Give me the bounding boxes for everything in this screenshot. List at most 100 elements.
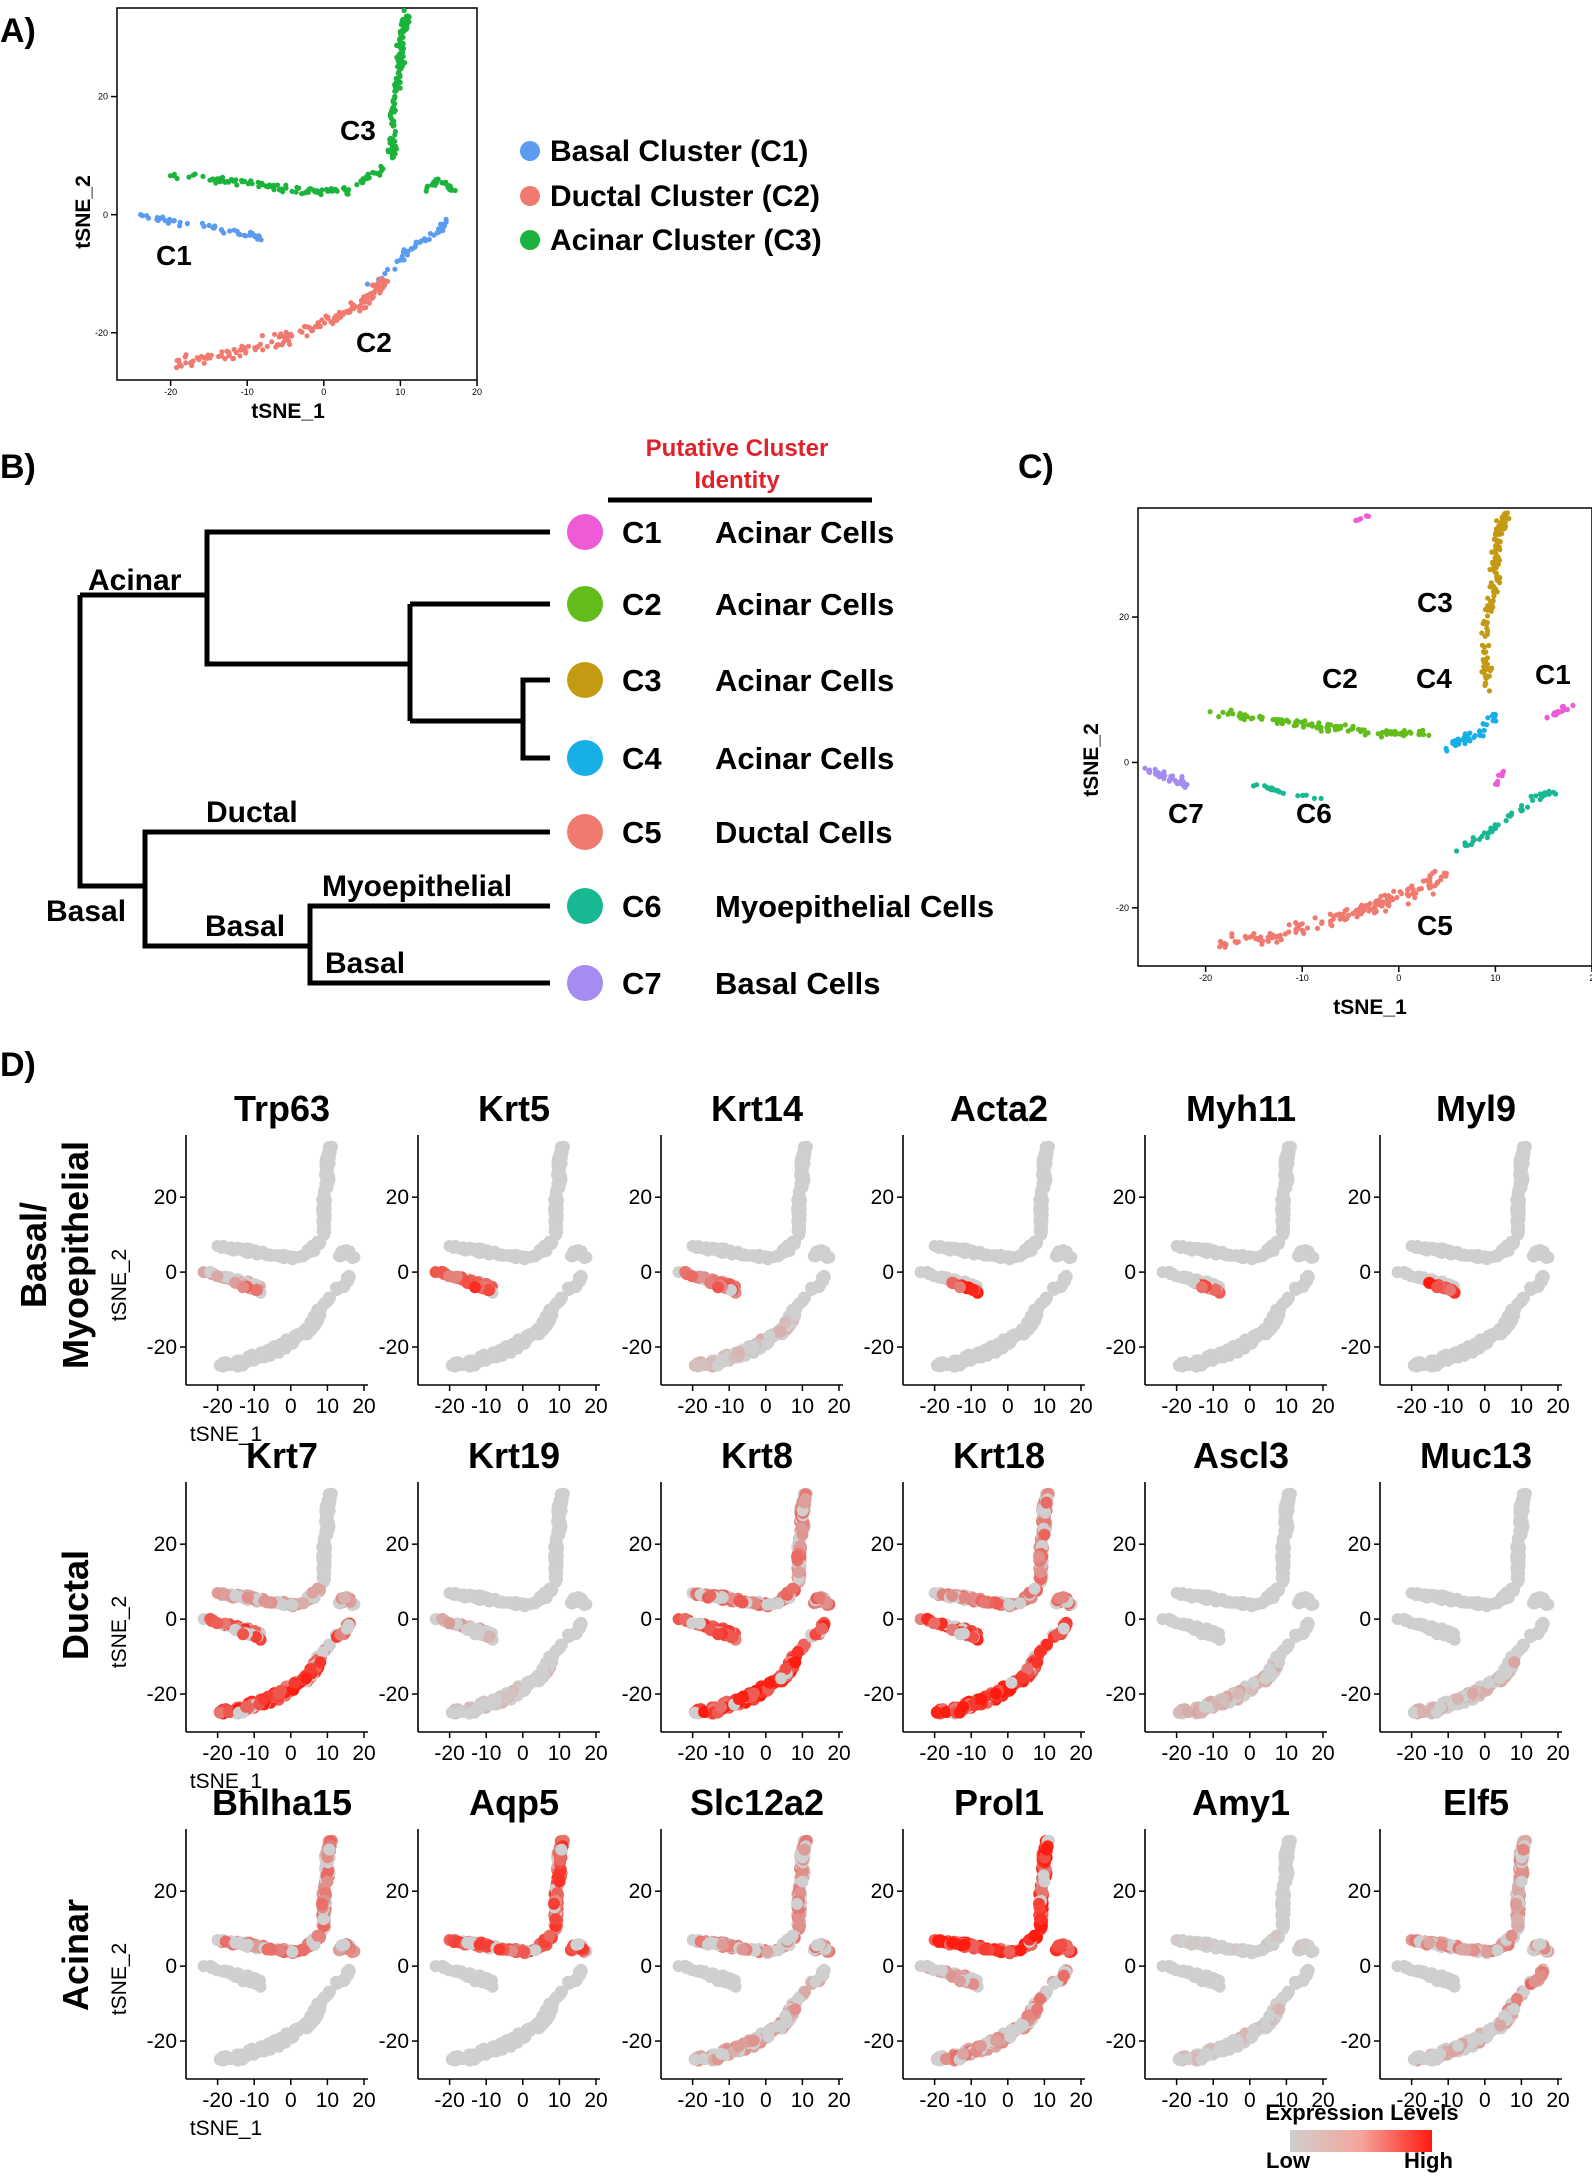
point-c3 [1486,688,1492,694]
cell-point [712,1281,724,1294]
point-basal [382,271,388,277]
panel-c-cluster-label-c1: C1 [1535,659,1571,690]
cell-point [958,1244,971,1257]
point-c6 [1486,829,1493,835]
point-ductal [381,283,387,289]
point-c5 [1222,944,1228,950]
point-c1 [1358,516,1364,522]
panel-c-cluster-label-c4: C4 [1416,663,1452,694]
cell-point [518,1251,531,1264]
point-c2 [1316,720,1322,726]
cell-point [1220,1249,1233,1262]
cell-point [1280,1181,1293,1194]
point-c2 [1301,723,1307,729]
point-c5 [1372,899,1378,905]
point-c2 [1302,718,1308,724]
point-basal [234,228,240,234]
point-c2 [1259,716,1265,722]
point-c5 [1314,925,1320,932]
cell-point [543,1582,556,1595]
point-c3 [1490,583,1497,589]
point-c2 [1318,724,1324,730]
point-c5 [1354,914,1360,920]
point-c4 [1467,730,1473,736]
cell-point [520,1676,533,1689]
branch-label-ductal: Ductal [206,796,298,829]
cell-point [1028,1235,1041,1248]
feature-plot-title: Acta2 [950,1088,1048,1129]
point-c2 [1333,723,1339,730]
panel-a-ytick-label: -20 [95,328,108,338]
point-c6 [1476,836,1482,843]
point-c4 [1454,739,1460,746]
feature-plot-xlabel: tSNE_1 [190,1423,262,1446]
point-ductal [361,294,367,300]
point-ductal [231,355,237,362]
point-c6 [1528,793,1534,799]
point-c3 [1482,633,1488,639]
cell-point [504,1687,517,1700]
panel-c-xtick-label: 10 [1490,973,1500,983]
feature-plot-xtick-label: -20 [434,1742,464,1765]
point-c5 [1432,868,1438,875]
point-acinar [392,93,398,99]
point-acinar [370,169,376,176]
point-c4 [1467,738,1473,744]
cell-point [1491,1250,1504,1263]
cell-point [261,1596,274,1609]
point-ductal [216,353,222,360]
cell-point [257,1346,270,1358]
cluster-dot-c3 [567,662,603,698]
point-acinar [192,171,198,177]
point-acinar [200,173,206,179]
point-c6 [1311,795,1317,802]
point-c6 [1277,789,1283,795]
point-c7 [1146,767,1153,773]
cell-point [321,1528,334,1541]
cell-point [989,1340,1002,1353]
cell-point [518,1598,531,1611]
point-ductal [361,305,367,311]
point-ductal [183,360,189,366]
point-c2 [1293,722,1299,728]
point-c2 [1216,714,1222,720]
cell-point [504,1340,517,1353]
point-ductal [366,300,372,306]
point-ductal [304,333,310,339]
point-c3 [1489,665,1495,671]
point-c2 [1378,734,1384,740]
point-c6 [1505,813,1511,819]
point-acinar [378,168,384,174]
point-c3 [1499,514,1505,520]
point-acinar [399,19,405,25]
point-c1 [1558,709,1564,715]
cell-point [338,1591,351,1604]
point-acinar [401,29,407,35]
point-c5 [1383,908,1389,914]
cell-point [316,1550,328,1563]
point-c3 [1497,539,1503,545]
cluster-id-c4: C4 [622,741,662,776]
point-ductal [189,362,195,369]
cell-point [493,1249,506,1262]
point-acinar [222,179,228,185]
cell-point [1188,1242,1201,1255]
point-c3 [1486,642,1492,649]
panel-c-points [1142,510,1576,950]
point-acinar [361,177,367,183]
panel-a-cluster-label-c3: C3 [340,115,376,146]
panel-a-xtick-label: 20 [472,387,482,397]
point-basal [177,223,183,229]
point-acinar [354,182,360,188]
cell-point [489,1346,502,1358]
point-c3 [1479,642,1485,648]
cell-point [1435,1244,1448,1257]
point-c3 [1495,561,1501,567]
cell-point [314,1656,327,1669]
branch-label-myoepithelial: Myoepithelial [322,870,512,903]
point-ductal [272,331,278,337]
